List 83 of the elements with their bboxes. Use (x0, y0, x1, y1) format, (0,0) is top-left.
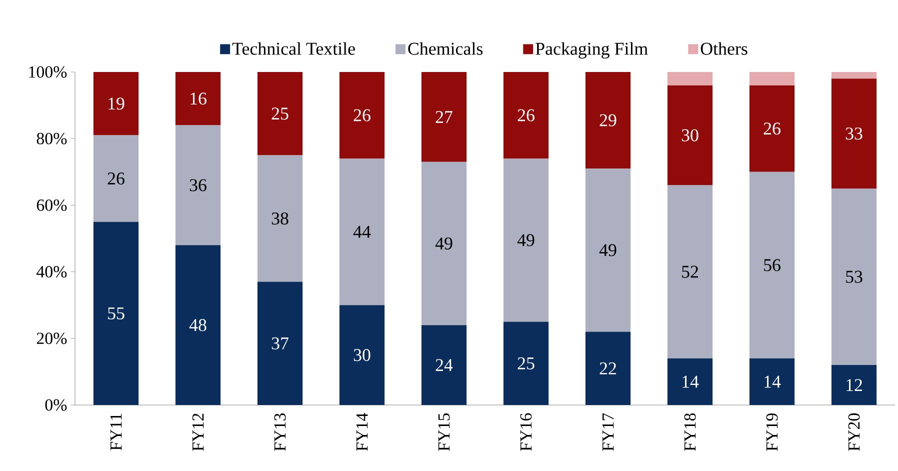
y-tick-label: 100% (29, 66, 67, 78)
bar (339, 158, 385, 306)
x-tick-label: FY17 (602, 413, 614, 451)
bar (339, 305, 385, 405)
data-label: 26 (108, 172, 124, 185)
bar (175, 72, 221, 126)
data-label: 19 (108, 98, 124, 110)
bar (421, 72, 467, 162)
data-label: 49 (517, 234, 534, 246)
bar (585, 332, 631, 405)
bar (175, 125, 221, 246)
bar (503, 158, 549, 322)
x-tick-label: FY11 (110, 414, 122, 450)
bar (831, 365, 877, 405)
data-label: 44 (353, 226, 371, 238)
data-label: 26 (518, 109, 534, 122)
bar (831, 188, 877, 366)
bar (667, 358, 713, 405)
y-tick-label: 20% (36, 332, 67, 344)
data-label: 12 (846, 379, 862, 391)
data-label: 33 (846, 128, 862, 140)
y-tick-label: 80% (36, 132, 67, 144)
bar (93, 72, 139, 136)
bar (749, 72, 795, 86)
data-label: 27 (436, 111, 452, 123)
bar (667, 185, 713, 358)
bar (503, 322, 549, 405)
data-label: 36 (190, 179, 206, 192)
bar (749, 358, 795, 405)
data-label: 14 (682, 376, 699, 388)
x-tick-label: FY19 (766, 413, 778, 451)
bar (175, 245, 221, 405)
bar (421, 162, 467, 326)
bar (339, 72, 385, 159)
bar (667, 72, 713, 86)
data-label: 30 (682, 129, 698, 142)
bar (749, 172, 795, 358)
bar (749, 85, 795, 172)
y-tick-label: 60% (36, 199, 67, 211)
bar (257, 155, 303, 282)
y-tick-label: 40% (36, 266, 67, 278)
x-tick-label: FY20 (848, 413, 860, 451)
data-label: 16 (190, 92, 206, 105)
bar (257, 72, 303, 156)
x-tick-label: FY16 (520, 413, 532, 451)
bar (503, 72, 549, 159)
data-label: 49 (435, 237, 452, 250)
legend-label: Packaging Film (536, 42, 648, 59)
x-tick-label: FY18 (684, 413, 696, 451)
x-tick-label: FY13 (274, 413, 286, 451)
bar (585, 168, 631, 332)
data-label: 29 (600, 114, 616, 126)
bar (93, 135, 139, 222)
bar (831, 78, 877, 189)
y-tick-label: 0% (45, 399, 67, 411)
data-label: 22 (600, 362, 616, 374)
bar (667, 85, 713, 186)
data-label: 56 (764, 259, 780, 272)
data-label: 49 (599, 244, 616, 256)
bar (421, 325, 467, 405)
bar (257, 282, 303, 405)
data-label: 37 (272, 337, 288, 350)
data-label: 38 (272, 212, 288, 225)
x-tick-label: FY14 (356, 413, 368, 451)
data-label: 25 (272, 108, 288, 120)
data-label: 14 (764, 376, 781, 388)
x-tick-label: FY15 (438, 413, 450, 451)
data-label: 26 (354, 109, 370, 122)
data-label: 48 (189, 319, 206, 332)
data-label: 55 (108, 307, 124, 320)
bar (585, 72, 631, 169)
bar (831, 72, 877, 79)
bar (93, 222, 139, 405)
legend-label: Others (700, 42, 748, 55)
x-tick-label: FY12 (192, 414, 204, 451)
data-label: 24 (436, 359, 453, 371)
legend-label: Chemicals (408, 42, 483, 55)
data-label: 26 (764, 122, 780, 135)
data-label: 30 (354, 349, 370, 362)
data-label: 25 (518, 357, 534, 370)
legend-label: Technical Textile (232, 42, 355, 55)
data-label: 53 (846, 270, 862, 283)
data-label: 52 (682, 266, 698, 278)
